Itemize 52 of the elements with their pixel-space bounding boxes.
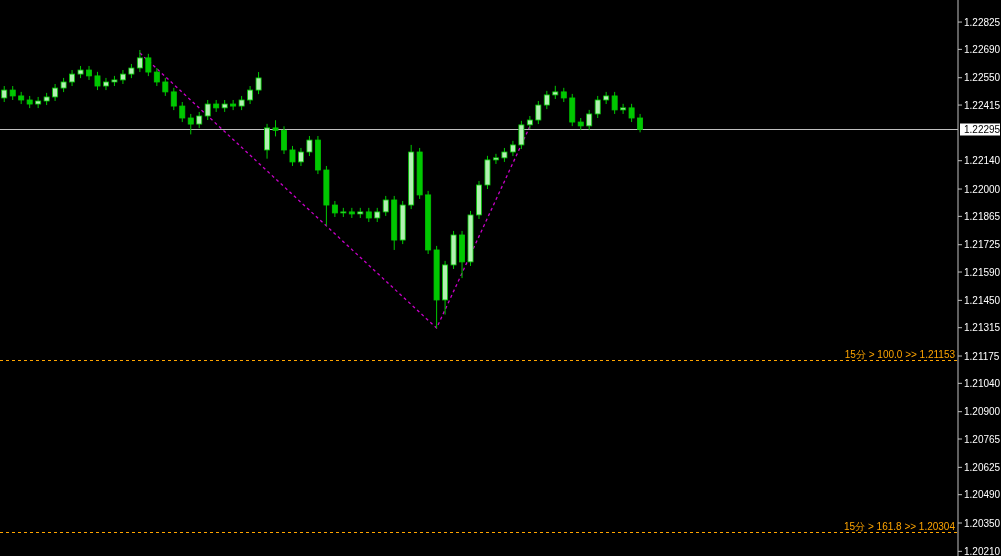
ref-line-label: 15分 > 161.8 >> 1.20304 [844, 520, 956, 532]
candlestick [535, 100, 542, 125]
y-tick-label: 1.20900 [964, 406, 1001, 418]
y-tick-label: 1.20490 [964, 489, 1001, 501]
candlestick [586, 109, 593, 131]
candlestick [264, 123, 270, 160]
candlestick [289, 145, 296, 167]
y-tick-label: 1.22550 [964, 72, 1001, 84]
candlestick [153, 67, 160, 87]
y-tick-label: 1.21725 [964, 239, 1001, 251]
candlestick [518, 120, 525, 150]
y-tick-label: 1.22415 [964, 99, 1001, 111]
candlestick [526, 115, 533, 130]
y-tick-label: 1.21450 [964, 294, 1001, 306]
candlestick [204, 99, 211, 121]
y-tick-label: 1.21590 [964, 266, 1001, 278]
ref-line-label: 1.22295 [964, 124, 1001, 135]
ref-line-label: 15分 > 100.0 >> 1.21153 [844, 348, 956, 360]
candlestick [255, 71, 262, 95]
candlestick [179, 101, 186, 123]
candlestick [637, 113, 644, 133]
candlestick [611, 91, 618, 115]
y-tick-label: 1.21315 [964, 322, 1001, 334]
candlestick [628, 103, 635, 123]
candlestick [162, 77, 169, 97]
candlestick [298, 147, 304, 167]
candlestick [493, 153, 499, 165]
y-tick-label: 1.20765 [964, 433, 1001, 445]
y-tick-label: 1.20625 [964, 461, 1001, 473]
candlestick [145, 53, 152, 77]
candlestick [103, 77, 109, 91]
candlestick [94, 71, 101, 91]
y-tick-label: 1.22690 [964, 43, 1001, 55]
candlestick [136, 49, 143, 73]
y-tick-label: 1.22140 [964, 155, 1001, 167]
y-tick-label: 1.20350 [964, 517, 1001, 529]
candlestick [382, 195, 389, 217]
candlestick [187, 113, 194, 135]
y-tick-label: 1.20210 [964, 545, 1001, 556]
y-tick-label: 1.21175 [964, 350, 1000, 362]
candlestick [620, 103, 627, 115]
candlestick [170, 87, 177, 111]
y-tick-label: 1.22000 [964, 183, 1001, 195]
y-tick-label: 1.21040 [964, 377, 1001, 389]
y-tick-label: 1.21865 [964, 210, 1001, 222]
candlestick [543, 90, 550, 110]
y-tick-label: 1.22825 [964, 16, 1001, 28]
candlestick [594, 95, 601, 119]
candlestick [230, 99, 237, 111]
candlestick [281, 125, 287, 155]
candlestick [247, 85, 254, 105]
candlestick [306, 135, 313, 157]
